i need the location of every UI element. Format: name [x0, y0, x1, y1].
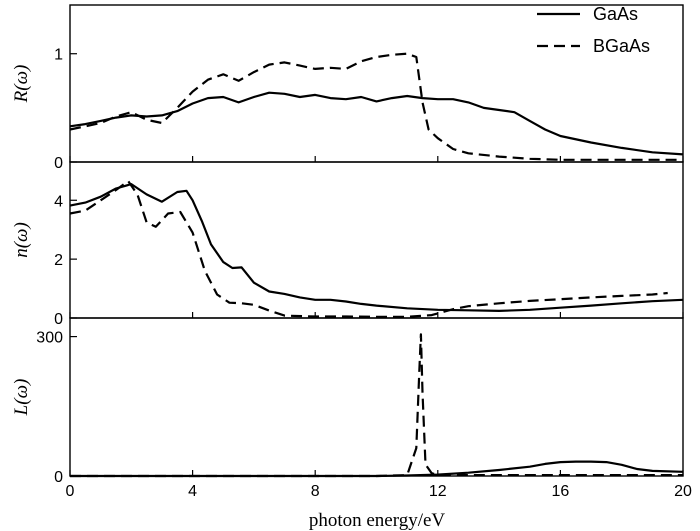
y-tick-label-refractive-index: 4 [54, 193, 63, 210]
panel-refractive-index: 0 2 4 n(ω) [11, 161, 684, 328]
panel-frame-refractive-index [69, 161, 684, 319]
y-axis-label-refractive-index: n(ω) [11, 222, 32, 258]
y-tick-label-reflectivity: 0 [54, 155, 63, 172]
panel-reflectivity: 0 1 R(ω) [11, 4, 684, 172]
panel-energy-loss: 0 300 L(ω) [11, 317, 684, 486]
x-tick-label: 12 [429, 483, 447, 500]
series-line-gaas-reflectivity [69, 91, 684, 156]
series-line-gaas-energy-loss [70, 460, 684, 478]
series-line-bgaas-energy-loss [70, 333, 683, 478]
legend-label-bgaas: BGaAs [593, 36, 650, 56]
legend: GaAs BGaAs [537, 4, 650, 56]
x-axis-label: photon energy/eV [309, 510, 446, 531]
y-tick-label-refractive-index: 2 [54, 252, 63, 269]
y-axis-label-energy-loss: L(ω) [11, 379, 32, 417]
y-tick-label-energy-loss: 300 [36, 330, 63, 347]
panel-frame-reflectivity [69, 4, 684, 163]
x-tick-label: 20 [674, 483, 692, 500]
x-tick-label: 8 [311, 483, 320, 500]
series-line-bgaas-refractive-index [69, 180, 668, 318]
series-line-gaas-refractive-index [69, 183, 684, 312]
x-tick-label: 0 [66, 483, 75, 500]
y-tick-label-reflectivity: 1 [54, 47, 63, 64]
y-tick-label-energy-loss: 0 [54, 469, 63, 486]
x-tick-label: 4 [188, 483, 197, 500]
legend-label-gaas: GaAs [593, 4, 638, 24]
y-axis-label-reflectivity: R(ω) [11, 65, 32, 104]
x-tick-label: 16 [552, 483, 570, 500]
panels: 0 1 R(ω) 0 2 4 n(ω) 0 300 L(ω) 0 4 8 12 16 20 [11, 4, 692, 500]
series-line-bgaas-reflectivity [69, 52, 683, 161]
y-tick-label-refractive-index: 0 [54, 311, 63, 328]
panel-frame-energy-loss [69, 317, 684, 477]
